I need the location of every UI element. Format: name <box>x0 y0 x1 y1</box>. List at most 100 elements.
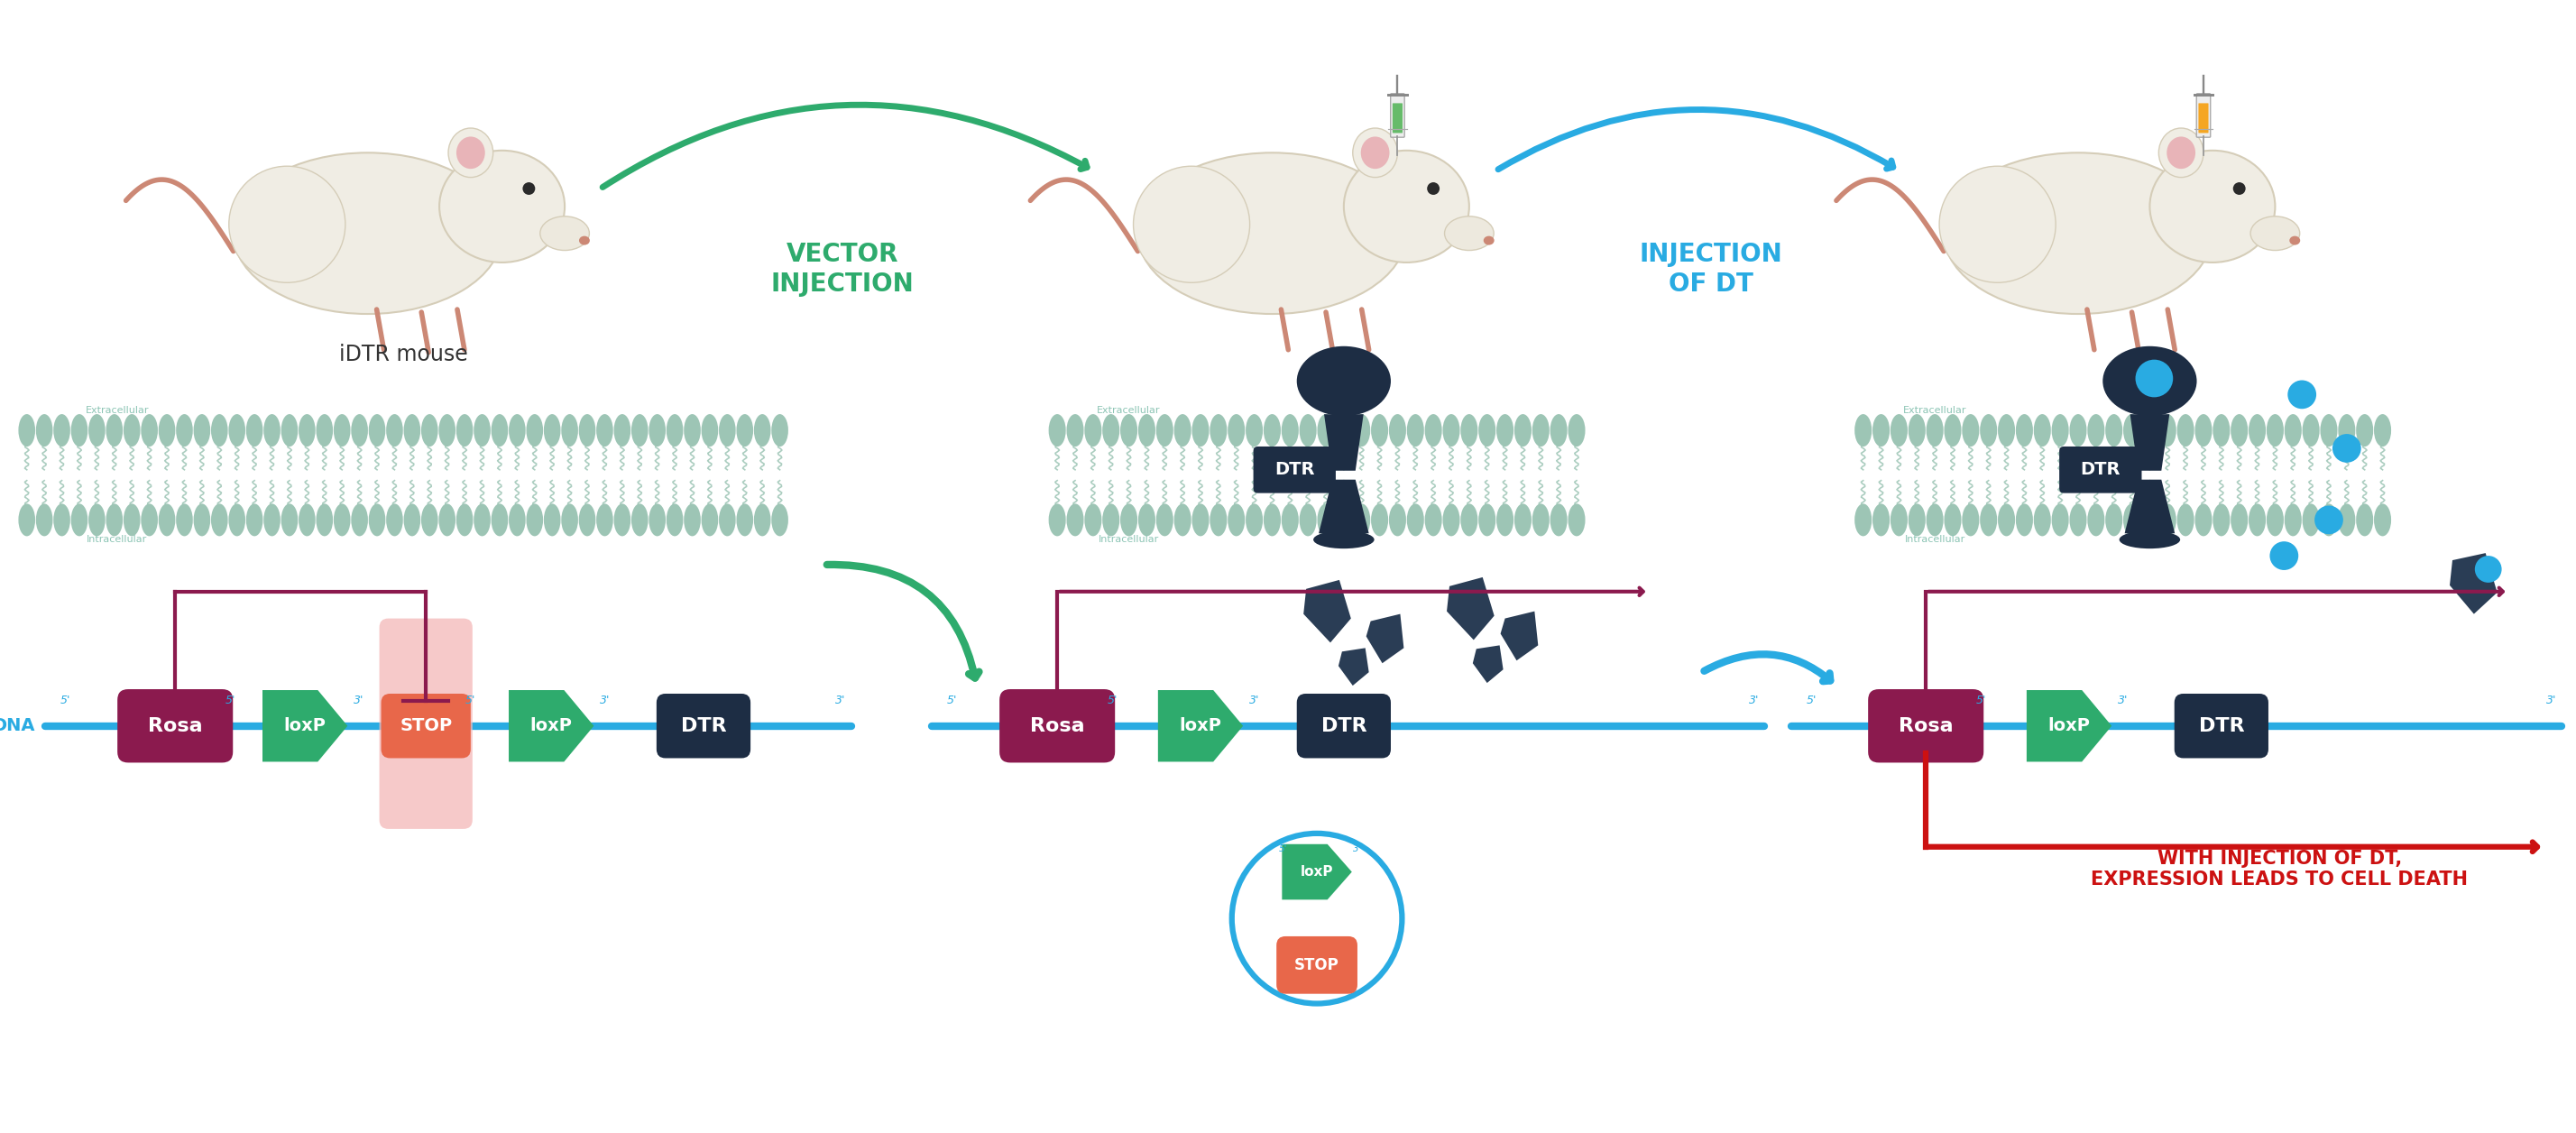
Ellipse shape <box>595 415 613 446</box>
Ellipse shape <box>1334 415 1352 446</box>
Ellipse shape <box>1533 415 1548 446</box>
Ellipse shape <box>580 236 590 245</box>
Text: 3': 3' <box>2545 695 2555 707</box>
Ellipse shape <box>175 415 193 446</box>
Ellipse shape <box>18 504 36 536</box>
Ellipse shape <box>1484 236 1494 245</box>
Text: 3': 3' <box>1249 695 1260 707</box>
Ellipse shape <box>1461 504 1479 536</box>
Ellipse shape <box>2069 504 2087 536</box>
Text: Extracellular: Extracellular <box>85 406 149 415</box>
Ellipse shape <box>1425 504 1443 536</box>
Ellipse shape <box>1427 182 1440 195</box>
Ellipse shape <box>2331 434 2362 462</box>
Ellipse shape <box>2105 415 2123 446</box>
Ellipse shape <box>701 504 719 536</box>
Ellipse shape <box>2159 128 2202 178</box>
Ellipse shape <box>2249 415 2267 446</box>
Text: Intracellular: Intracellular <box>88 535 147 544</box>
Text: 3': 3' <box>1749 695 1759 707</box>
Ellipse shape <box>2195 504 2213 536</box>
Ellipse shape <box>2285 504 2300 536</box>
Ellipse shape <box>142 504 157 536</box>
Ellipse shape <box>2050 415 2069 446</box>
Ellipse shape <box>544 415 562 446</box>
Ellipse shape <box>2303 415 2318 446</box>
Ellipse shape <box>1909 415 1924 446</box>
Ellipse shape <box>1084 504 1103 536</box>
Text: Rosa: Rosa <box>1030 717 1084 735</box>
Text: loxP: loxP <box>531 717 572 734</box>
Ellipse shape <box>631 415 649 446</box>
Ellipse shape <box>299 415 314 446</box>
Ellipse shape <box>160 415 175 446</box>
FancyBboxPatch shape <box>1255 446 1337 493</box>
Ellipse shape <box>1963 415 1978 446</box>
Ellipse shape <box>1443 504 1461 536</box>
Ellipse shape <box>1406 504 1425 536</box>
Ellipse shape <box>2123 504 2141 536</box>
Ellipse shape <box>211 504 227 536</box>
Ellipse shape <box>1175 504 1190 536</box>
Ellipse shape <box>1247 504 1262 536</box>
Polygon shape <box>1499 612 1538 661</box>
Ellipse shape <box>2249 504 2267 536</box>
Polygon shape <box>2125 479 2174 534</box>
Ellipse shape <box>1314 530 1373 548</box>
Ellipse shape <box>1551 415 1566 446</box>
Ellipse shape <box>263 415 281 446</box>
Ellipse shape <box>595 504 613 536</box>
Ellipse shape <box>2102 347 2197 416</box>
Ellipse shape <box>2017 415 2032 446</box>
Ellipse shape <box>1855 415 1873 446</box>
Ellipse shape <box>1298 415 1316 446</box>
Ellipse shape <box>1479 415 1497 446</box>
Ellipse shape <box>1103 415 1121 446</box>
Ellipse shape <box>1999 504 2014 536</box>
Ellipse shape <box>0 415 18 446</box>
Ellipse shape <box>2251 216 2300 250</box>
Polygon shape <box>1448 577 1494 640</box>
Text: Intracellular: Intracellular <box>1904 535 1965 544</box>
Ellipse shape <box>2357 415 2372 446</box>
Ellipse shape <box>492 504 507 536</box>
Ellipse shape <box>368 504 386 536</box>
Ellipse shape <box>175 504 193 536</box>
Ellipse shape <box>1316 415 1334 446</box>
Ellipse shape <box>683 504 701 536</box>
Ellipse shape <box>1066 504 1084 536</box>
Ellipse shape <box>72 504 88 536</box>
Ellipse shape <box>1940 167 2056 282</box>
Polygon shape <box>263 690 348 761</box>
Ellipse shape <box>2339 415 2354 446</box>
Ellipse shape <box>1927 504 1942 536</box>
Ellipse shape <box>2233 182 2246 195</box>
Ellipse shape <box>2177 415 2195 446</box>
Text: STOP: STOP <box>1296 957 1340 973</box>
Ellipse shape <box>247 415 263 446</box>
Ellipse shape <box>631 504 649 536</box>
Ellipse shape <box>1406 415 1425 446</box>
Ellipse shape <box>1533 504 1548 536</box>
Ellipse shape <box>1445 216 1494 250</box>
Ellipse shape <box>1193 415 1208 446</box>
Ellipse shape <box>1211 415 1226 446</box>
Ellipse shape <box>193 415 211 446</box>
Text: loxP: loxP <box>2048 717 2089 734</box>
Ellipse shape <box>1229 415 1244 446</box>
Text: 5': 5' <box>945 695 956 707</box>
Ellipse shape <box>1157 504 1172 536</box>
Ellipse shape <box>1388 504 1406 536</box>
Ellipse shape <box>281 504 299 536</box>
Text: 5': 5' <box>59 695 70 707</box>
FancyBboxPatch shape <box>2058 446 2141 493</box>
Ellipse shape <box>1873 415 1891 446</box>
Ellipse shape <box>229 415 245 446</box>
Ellipse shape <box>1133 167 1249 282</box>
Ellipse shape <box>2195 415 2213 446</box>
FancyBboxPatch shape <box>381 693 471 758</box>
Ellipse shape <box>719 504 737 536</box>
FancyBboxPatch shape <box>118 689 232 763</box>
FancyBboxPatch shape <box>2197 94 2210 137</box>
Ellipse shape <box>2177 504 2195 536</box>
